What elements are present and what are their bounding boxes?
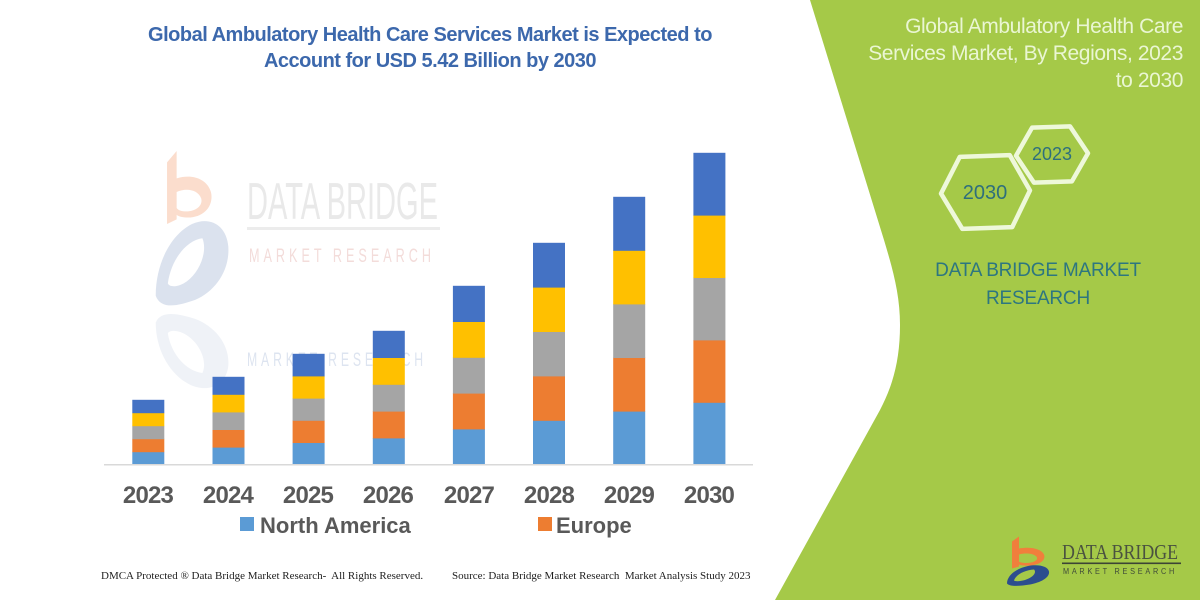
svg-text:MARKET RESEARCH: MARKET RESEARCH — [1063, 567, 1177, 576]
svg-text:MARKET RESEARCH: MARKET RESEARCH — [249, 246, 435, 267]
svg-text:DATA BRIDGE: DATA BRIDGE — [247, 173, 438, 231]
svg-text:DATA BRIDGE: DATA BRIDGE — [1062, 540, 1178, 564]
